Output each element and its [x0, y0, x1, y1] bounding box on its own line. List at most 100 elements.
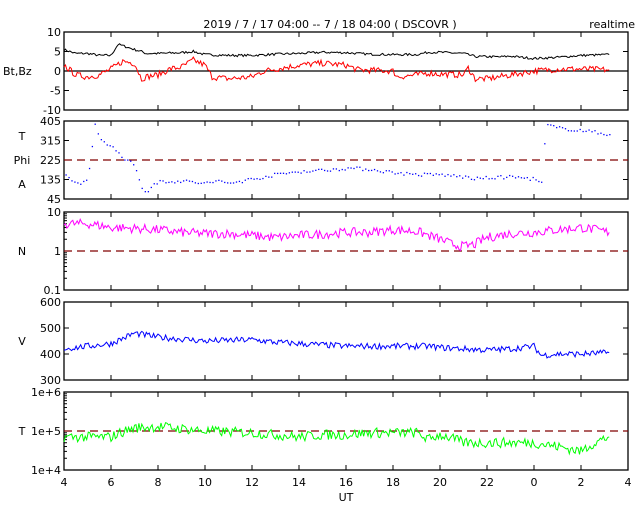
series-point-phi [100, 139, 103, 141]
series-point-phi [379, 171, 382, 173]
series-point-phi [235, 181, 238, 183]
series-point-phi [485, 175, 487, 178]
series-point-phi [171, 181, 173, 183]
series-point-phi [432, 174, 434, 176]
x-tick-label: 6 [108, 476, 115, 489]
series-point-phi [341, 168, 343, 171]
series-point-phi [391, 171, 393, 173]
series-point-phi [417, 174, 420, 177]
x-tick-label: 4 [625, 476, 632, 489]
series-point-phi [429, 172, 432, 175]
series-point-phi [321, 168, 323, 170]
series-point-phi [182, 180, 185, 182]
y-tick-label: 1e+4 [31, 464, 61, 477]
series-point-phi [538, 180, 540, 183]
series-point-phi [561, 127, 564, 129]
series-point-phi [532, 176, 534, 179]
series-point-phi [162, 180, 164, 182]
series-point-phi [356, 166, 358, 168]
series-point-phi [135, 170, 138, 172]
series-point-phi [86, 179, 88, 181]
series-point-phi [127, 159, 129, 161]
series-point-phi [368, 169, 370, 172]
series-point-phi [344, 169, 346, 171]
series-point-phi [570, 130, 573, 132]
series-point-phi [297, 171, 299, 173]
series-point-phi [579, 128, 581, 131]
series-point-phi [467, 176, 470, 178]
y-tick-label: 1 [54, 245, 61, 258]
series-point-phi [482, 178, 484, 180]
series-point-phi [227, 182, 229, 184]
panel-ylabel: N [18, 245, 26, 258]
x-tick-label: 12 [245, 476, 259, 489]
series-point-phi [511, 175, 514, 177]
series-point-phi [218, 179, 220, 182]
series-point-phi [547, 123, 549, 126]
series-point-phi [347, 167, 349, 169]
panel-ylabel: A [18, 178, 26, 191]
series-point-phi [71, 180, 73, 182]
y-tick-label: 400 [40, 348, 61, 361]
x-tick-label: 0 [531, 476, 538, 489]
series-point-phi [300, 172, 302, 174]
series-point-phi [464, 175, 467, 177]
series-point-phi [597, 133, 599, 135]
series-point-phi [241, 181, 244, 184]
series-point-phi [194, 182, 197, 184]
series-point-phi [124, 159, 126, 161]
y-tick-label: 0.1 [44, 284, 62, 297]
y-tick-label: 600 [40, 296, 61, 309]
x-tick-label: 10 [198, 476, 212, 489]
series-point-phi [491, 177, 493, 180]
y-tick-label: 0 [54, 65, 61, 78]
series-point-phi [150, 186, 152, 189]
y-tick-label: 1e+6 [31, 386, 61, 399]
series-point-phi [409, 172, 411, 175]
series-point-phi [332, 168, 335, 170]
series-point-phi [74, 181, 76, 183]
series-point-phi [147, 191, 150, 193]
series-point-phi [412, 173, 414, 175]
series-point-phi [500, 175, 502, 177]
series-point-phi [588, 129, 590, 131]
series-point-phi [517, 176, 520, 178]
series-point-phi [168, 181, 170, 184]
series-point-phi [259, 178, 261, 180]
series-point-phi [115, 150, 117, 152]
y-tick-label: 315 [40, 135, 61, 148]
series-point-phi [109, 145, 111, 147]
panel-frame-velocity [63, 301, 629, 381]
series-point-phi [397, 172, 399, 175]
series-point-phi [103, 141, 105, 143]
series-point-phi [406, 171, 408, 174]
series-point-phi [497, 175, 499, 177]
series-line-bt [63, 43, 610, 61]
series-point-phi [191, 180, 194, 183]
series-point-phi [256, 178, 258, 180]
series-point-phi [288, 172, 291, 174]
x-tick-label: 4 [61, 476, 68, 489]
series-point-phi [453, 174, 455, 176]
series-point-phi [376, 170, 379, 172]
series-point-phi [350, 167, 352, 169]
series-point-phi [441, 173, 443, 175]
series-point-phi [544, 143, 546, 145]
series-point-phi [94, 123, 96, 125]
series-point-phi [567, 130, 570, 132]
x-tick-label: 20 [433, 476, 447, 489]
series-point-phi [303, 170, 305, 172]
series-point-phi [144, 191, 146, 193]
series-point-phi [253, 178, 255, 180]
y-tick-label: -5 [50, 85, 61, 98]
series-point-phi [268, 176, 270, 178]
series-point-phi [188, 180, 191, 182]
series-point-phi [185, 179, 188, 181]
series-point-phi [476, 176, 479, 178]
series-point-phi [470, 178, 473, 181]
y-tick-label: 1e+5 [31, 425, 61, 438]
series-point-phi [291, 171, 293, 173]
series-point-phi [159, 179, 161, 182]
series-point-phi [506, 176, 508, 179]
series-point-phi [206, 181, 208, 183]
